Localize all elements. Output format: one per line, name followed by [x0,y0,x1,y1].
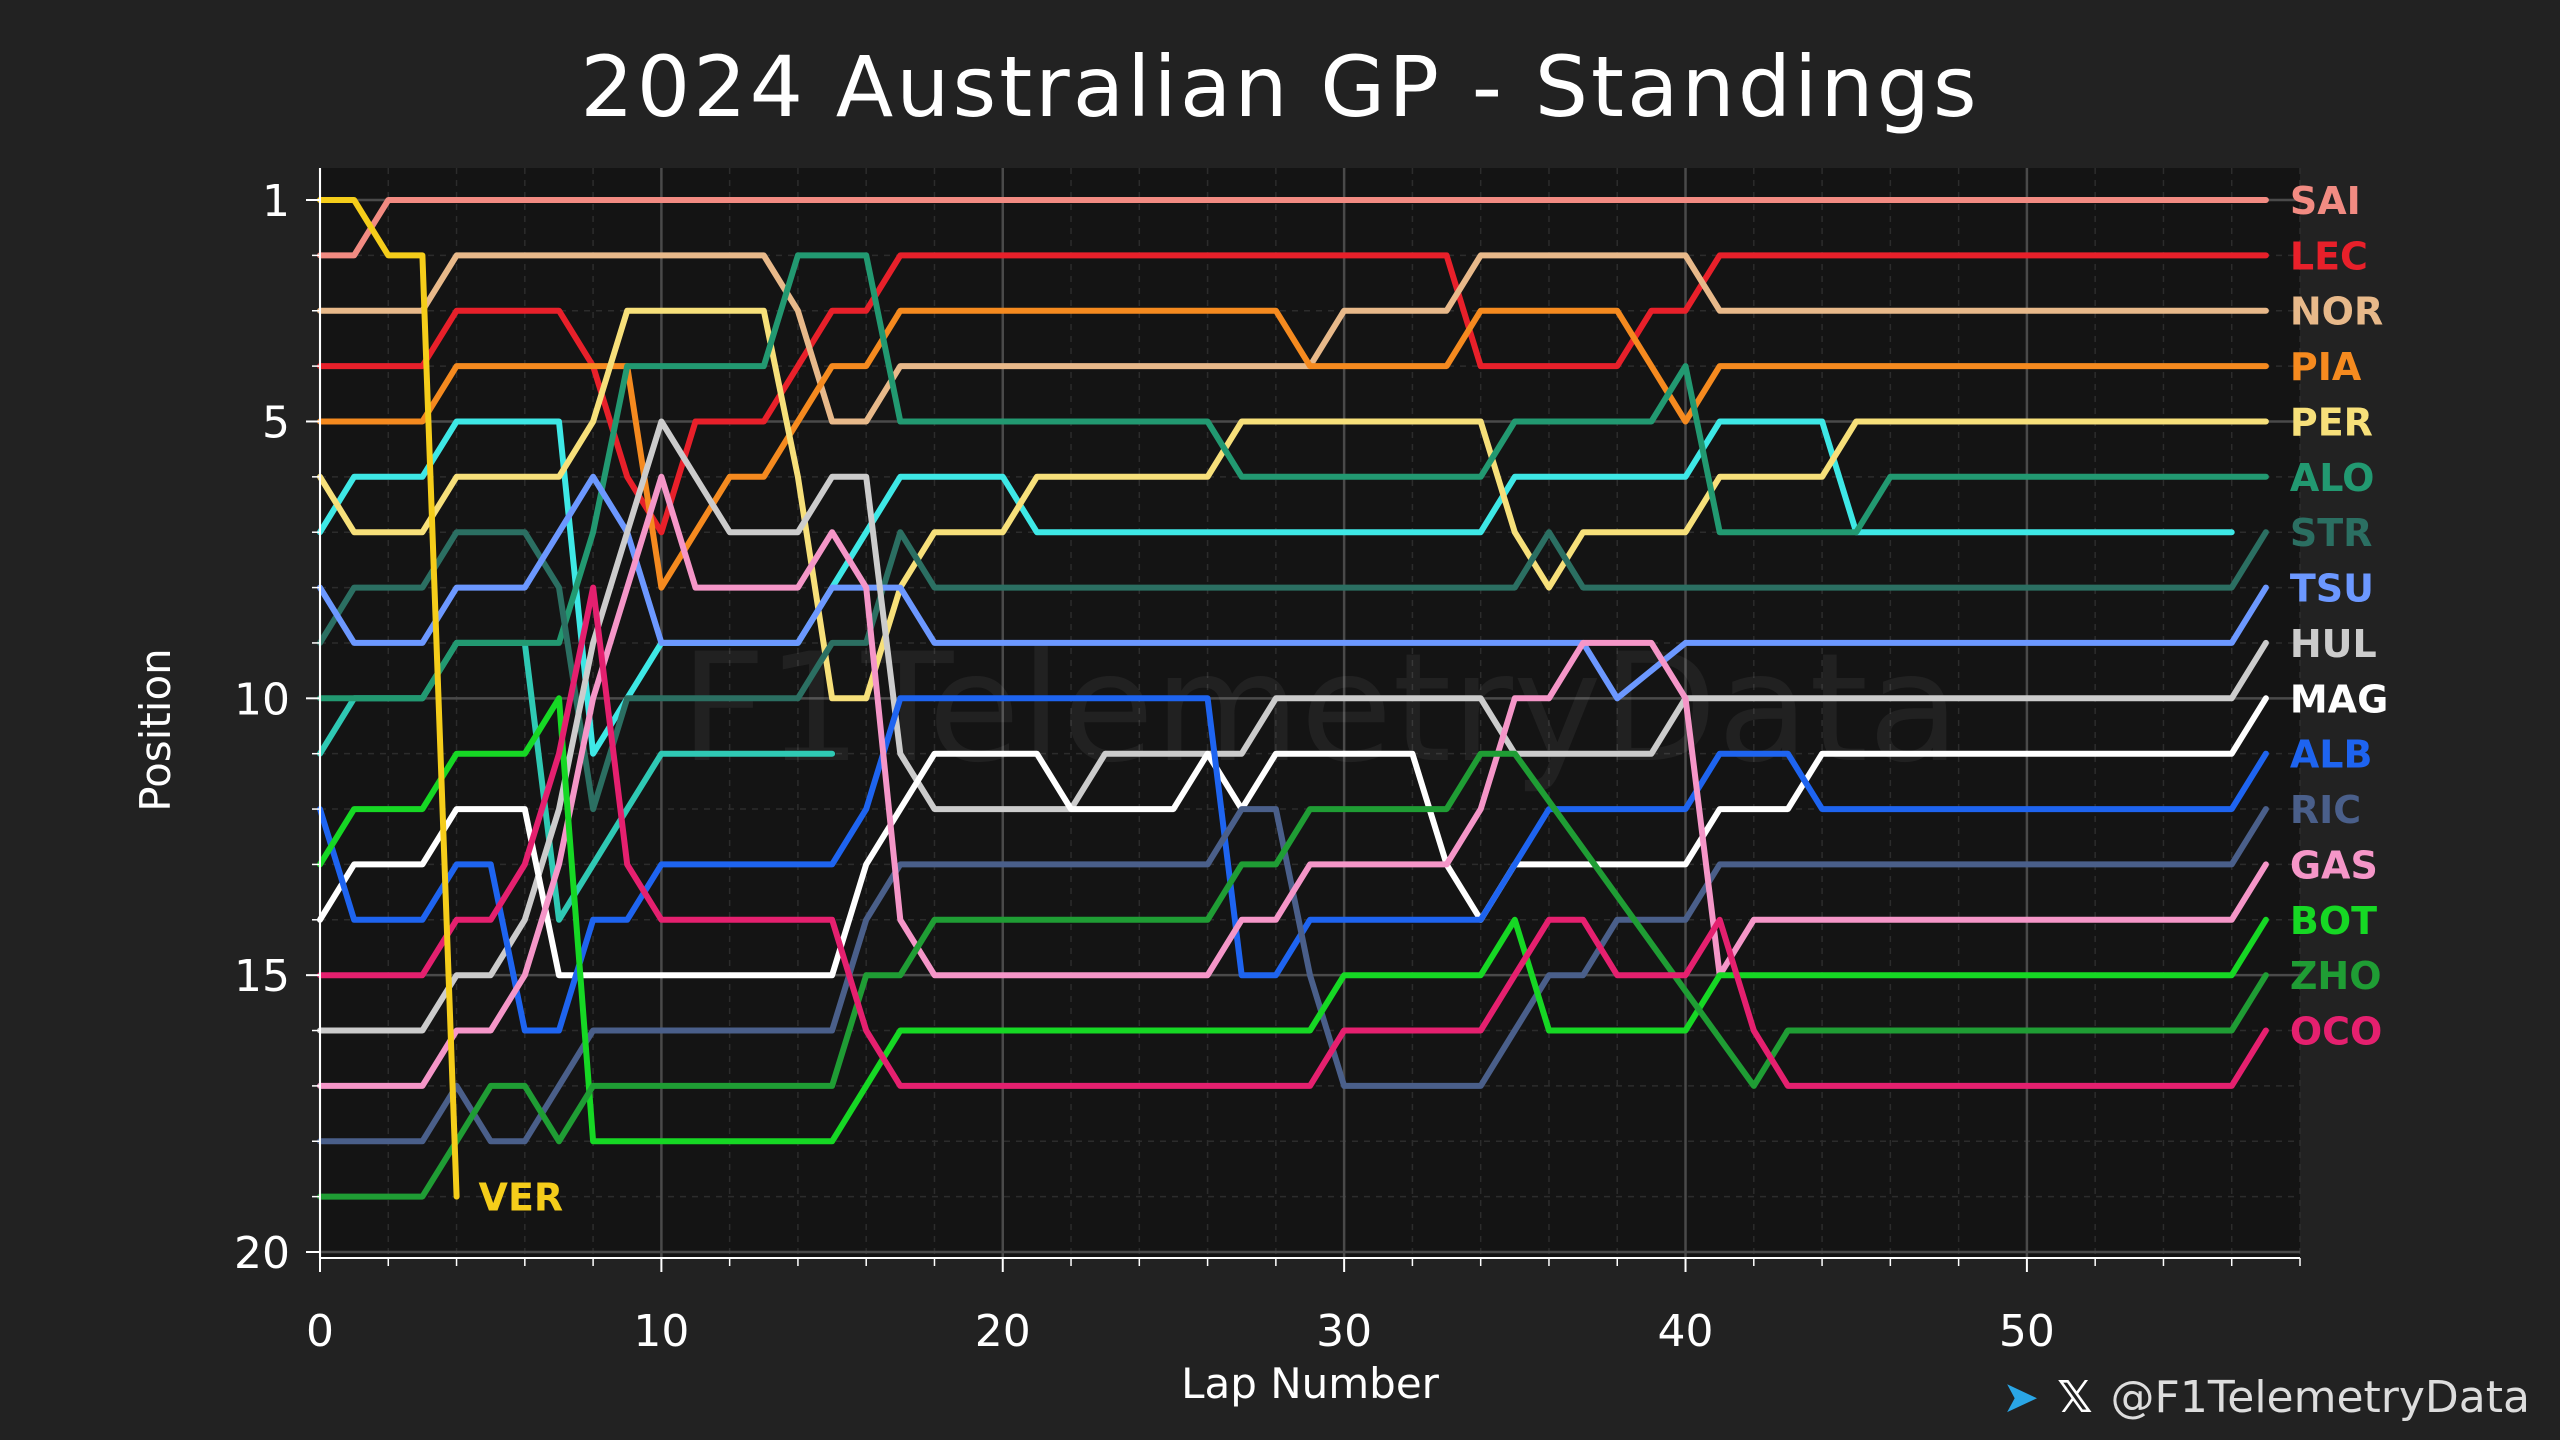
y-tick-label: 5 [262,397,290,448]
series-line-unlabeled [317,418,2235,757]
series-lines [317,197,2269,1200]
social-handle[interactable]: @F1TelemetryData [2110,1372,2530,1423]
plot-background [320,168,2300,1258]
driver-label-zho: ZHO [2290,954,2382,998]
series-line-per [317,307,2269,702]
series-line-nor [317,252,2269,425]
y-tick-label: 10 [234,674,290,725]
telegram-icon[interactable]: ➤ [2002,1371,2040,1423]
y-axis-label: Position [131,648,180,812]
driver-label-per: PER [2290,400,2373,444]
x-logo-icon[interactable]: 𝕏 [2057,1371,2093,1423]
chart-title: 2024 Australian GP - Standings [580,38,1980,136]
driver-label-pia: PIA [2290,345,2362,389]
driver-label-bot: BOT [2290,899,2377,943]
footer-credit: ➤ 𝕏 @F1TelemetryData [2002,1372,2530,1423]
x-tick-label: 30 [1316,1306,1372,1357]
driver-label-tsu: TSU [2290,567,2374,611]
series-line-zho [317,750,2269,1200]
x-axis-label: Lap Number [1181,1359,1440,1408]
driver-label-gas: GAS [2290,843,2378,887]
series-line-alo [317,252,2269,702]
x-tick-label: 0 [306,1306,334,1357]
driver-label-ric: RIC [2290,788,2361,832]
series-line-hul [317,418,2269,1034]
y-tick-label: 15 [234,951,290,1002]
driver-label-sai: SAI [2290,179,2361,223]
driver-label-str: STR [2290,511,2373,555]
series-line-gas [317,473,2269,1089]
driver-label-lec: LEC [2290,234,2368,278]
driver-label-oco: OCO [2290,1010,2383,1054]
driver-label-ver: VER [479,1176,564,1220]
driver-label-mag: MAG [2290,677,2388,721]
y-tick-label: 20 [234,1228,290,1279]
series-line-str [317,529,2269,813]
series-line-sai [317,197,2269,259]
x-tick-label: 50 [1999,1306,2055,1357]
driver-label-nor: NOR [2290,290,2383,334]
series-line-oco [317,584,2269,1089]
series-line-ric [317,806,2269,1145]
driver-label-alo: ALO [2290,456,2375,500]
x-tick-label: 10 [633,1306,689,1357]
x-tick-label: 20 [975,1306,1031,1357]
driver-label-hul: HUL [2290,622,2377,666]
driver-labels: SAI LEC NOR PIA PER ALO STR TSU HUL MAG ALB RIC GAS B… [479,179,2389,1220]
x-tick-label: 40 [1658,1306,1714,1357]
driver-label-alb: ALB [2290,733,2373,777]
series-line-ver [317,197,460,1200]
series-line-lec [317,252,2269,536]
y-tick-label: 1 [262,176,290,227]
series-line-pia [317,307,2269,591]
